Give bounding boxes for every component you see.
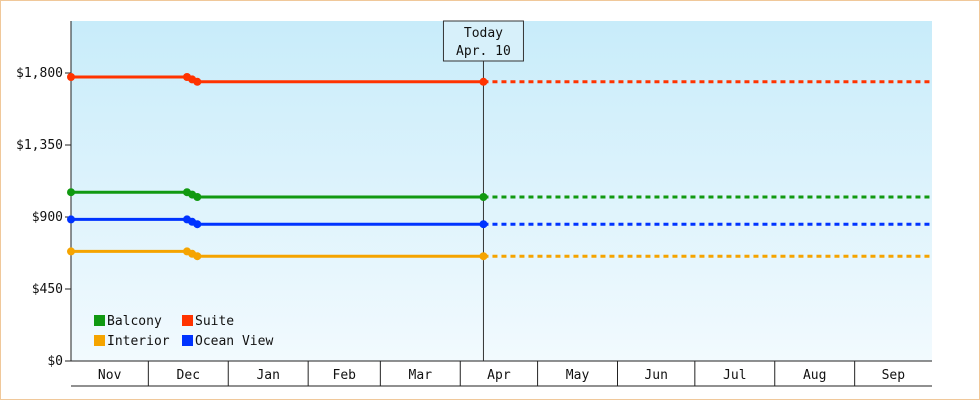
y-tick-label: $900 [32, 210, 63, 225]
y-tick-label: $1,350 [16, 138, 63, 153]
data-point-ocean-view [479, 220, 488, 229]
legend-swatch-suite [182, 315, 193, 326]
legend-label-interior: Interior [107, 334, 170, 349]
data-point-suite [67, 73, 75, 81]
data-point-ocean-view [193, 220, 202, 229]
x-month-label: May [566, 368, 590, 383]
legend-label-suite: Suite [195, 314, 234, 329]
today-date-label: Apr. 10 [456, 44, 511, 59]
legend-label-ocean-view: Ocean View [195, 334, 273, 349]
today-box [442, 20, 524, 62]
x-month-label: Jul [723, 368, 746, 383]
x-month-label: Sep [882, 368, 906, 383]
legend-label-balcony: Balcony [107, 314, 162, 329]
x-month-label: Nov [98, 368, 122, 383]
legend-swatch-ocean-view [182, 335, 193, 346]
x-month-label: Aug [803, 368, 826, 383]
y-tick-label: $1,800 [16, 66, 63, 81]
data-point-balcony [67, 188, 75, 197]
x-month-label: Feb [333, 368, 357, 383]
data-point-suite [479, 77, 488, 86]
y-tick-label: $450 [32, 282, 63, 297]
today-title: Today [464, 26, 503, 41]
data-point-balcony [193, 193, 202, 201]
x-month-label: Apr [487, 368, 511, 383]
y-tick-label: $0 [47, 354, 63, 369]
data-point-interior [193, 252, 202, 261]
data-point-ocean-view [67, 215, 75, 224]
x-month-label: Jan [256, 368, 279, 383]
x-month-label: Mar [409, 368, 433, 383]
legend-swatch-interior [94, 335, 105, 346]
legend-swatch-balcony [94, 315, 105, 326]
x-month-label: Jun [644, 368, 667, 383]
x-month-label: Dec [177, 368, 200, 383]
data-point-interior [479, 252, 488, 261]
data-point-suite [193, 77, 202, 86]
data-point-balcony [479, 193, 488, 201]
data-point-interior [67, 247, 75, 256]
plot-area [71, 21, 932, 361]
